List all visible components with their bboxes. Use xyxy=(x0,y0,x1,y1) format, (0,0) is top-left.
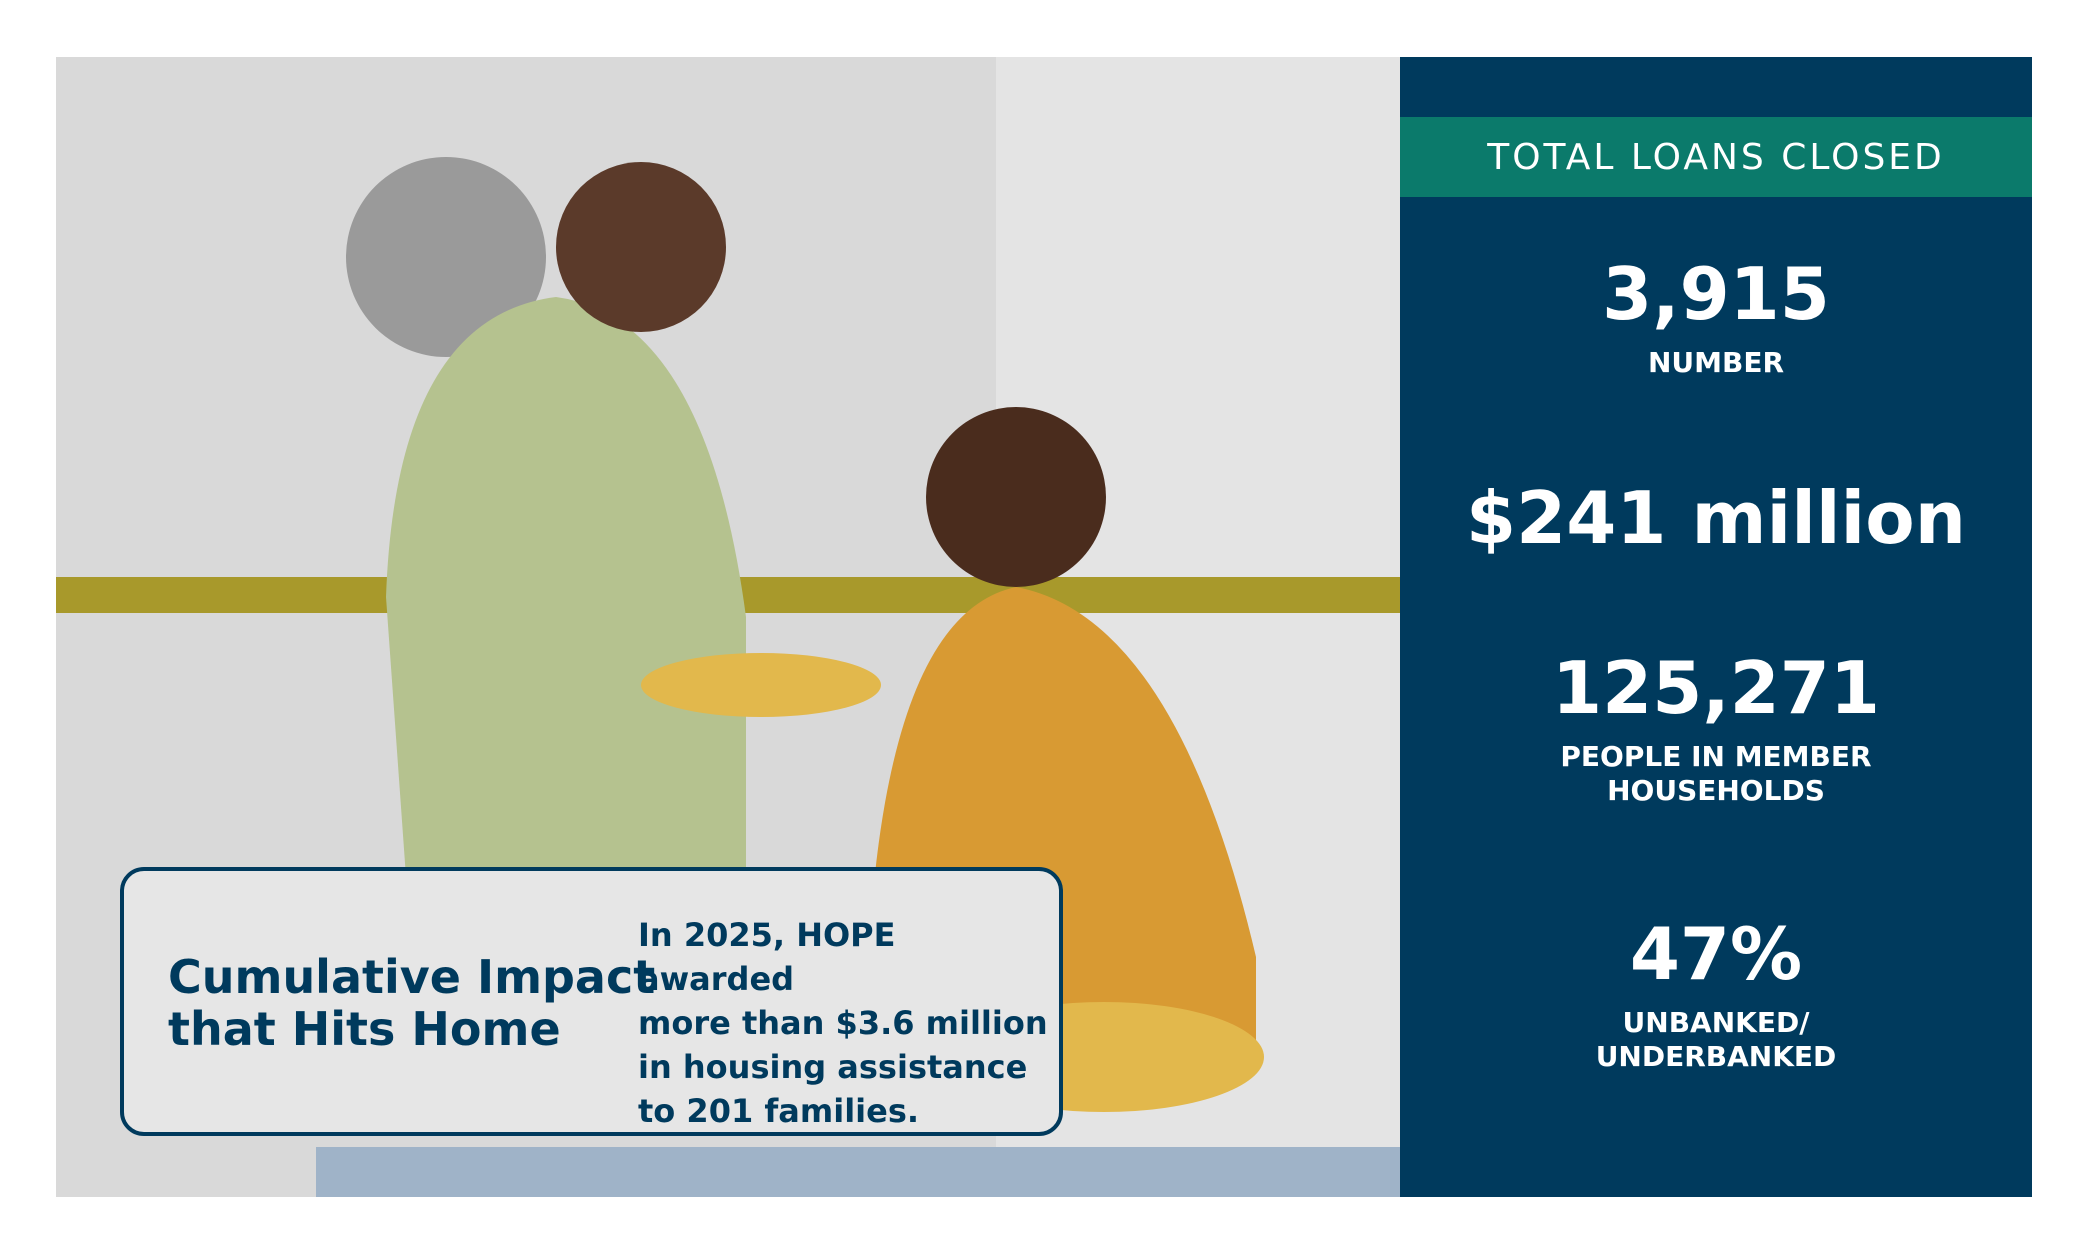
card-body-line: in housing assistance xyxy=(638,1048,1028,1086)
stat-label: NUMBER xyxy=(1400,346,2032,380)
card-body-line: In 2025, HOPE awarded xyxy=(638,916,896,998)
card-title-line: Cumulative Impact xyxy=(168,950,656,1004)
stat-value: $241 million xyxy=(1466,476,1966,560)
stat-label-line: NUMBER xyxy=(1647,346,1785,379)
stats-panel xyxy=(1400,57,2032,1197)
stat-label: PEOPLE IN MEMBER HOUSEHOLDS xyxy=(1400,740,2032,808)
card-body-line: more than $3.6 million xyxy=(638,1004,1048,1042)
stat-label: UNBANKED/UNDERBANKED xyxy=(1400,1006,2032,1074)
stat: 47% UNBANKED/UNDERBANKED xyxy=(1400,918,2032,1074)
stat: $241 million xyxy=(1400,482,2032,554)
stat-label-line: HOUSEHOLDS xyxy=(1607,774,1825,807)
stat: 3,915 NUMBER xyxy=(1400,258,2032,380)
stat-value: 47% xyxy=(1629,912,1803,996)
stat-label-line: UNBANKED/ xyxy=(1622,1006,1810,1039)
stat-label-line: PEOPLE IN MEMBER xyxy=(1560,740,1872,773)
stat-value: 125,271 xyxy=(1552,646,1880,730)
card-body-line: to 201 families. xyxy=(638,1092,920,1130)
photo xyxy=(56,57,1400,1197)
card-title: Cumulative Impact that Hits Home xyxy=(168,951,655,1055)
photo-illustration xyxy=(56,57,1400,1197)
card-body: In 2025, HOPE awarded more than $3.6 mill… xyxy=(638,913,1059,1133)
info-card: Cumulative Impact that Hits Home In 2025,… xyxy=(120,867,1063,1136)
card-title-line: that Hits Home xyxy=(168,1002,561,1056)
stat: 125,271 PEOPLE IN MEMBER HOUSEHOLDS xyxy=(1400,652,2032,808)
panel-header: TOTAL LOANS CLOSED xyxy=(1400,117,2032,197)
stat-value: 3,915 xyxy=(1602,252,1830,336)
stat-label-line: UNDERBANKED xyxy=(1595,1040,1837,1073)
